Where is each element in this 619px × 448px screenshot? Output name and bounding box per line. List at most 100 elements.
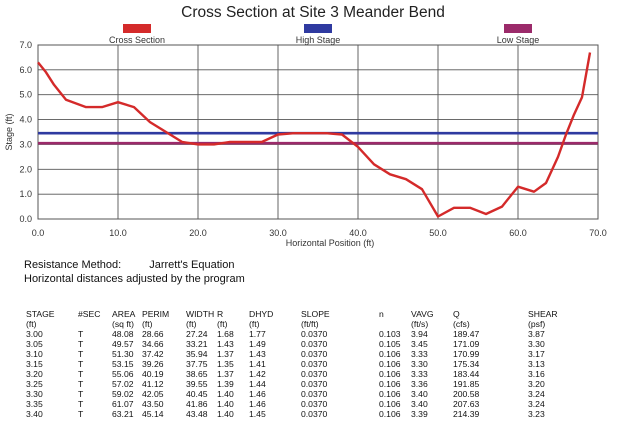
cell-r: 1.43 <box>217 339 234 349</box>
cell-sec: T <box>78 369 84 379</box>
cell-width: 37.75 <box>186 359 208 369</box>
header-slope: SLOPE <box>301 309 330 319</box>
cell-vavg: 3.94 <box>411 329 428 339</box>
cell-sec: T <box>78 339 84 349</box>
cell-slope: 0.0370 <box>301 339 328 349</box>
cell-perim: 45.14 <box>142 409 164 419</box>
unit-vavg: (ft/s) <box>411 319 429 329</box>
cell-sec: T <box>78 379 84 389</box>
cell-perim: 39.26 <box>142 359 164 369</box>
cell-area: 48.08 <box>112 329 134 339</box>
cell-sec: T <box>78 349 84 359</box>
y-tick-label: 4.0 <box>19 115 32 125</box>
table-units-row: (ft) (sq ft) (ft) (ft) (ft) (ft) (ft/ft)… <box>26 319 568 329</box>
cell-shear: 3.16 <box>528 369 545 379</box>
cell-dhyd: 1.43 <box>249 349 266 359</box>
resistance-method-label: Resistance Method: <box>24 259 122 271</box>
unit-sec <box>78 319 112 329</box>
cell-q: 200.58 <box>453 389 480 399</box>
unit-q: (cfs) <box>453 319 470 329</box>
unit-r: (ft) <box>217 319 228 329</box>
cell-slope: 0.0370 <box>301 359 328 369</box>
header-area: AREA <box>112 309 136 319</box>
cell-slope: 0.0370 <box>301 379 328 389</box>
legend-label: Low Stage <box>497 35 540 45</box>
cell-shear: 3.24 <box>528 389 545 399</box>
legend-swatch <box>304 24 332 33</box>
cell-dhyd: 1.49 <box>249 339 266 349</box>
cell-q: 170.99 <box>453 349 480 359</box>
header-r: R <box>217 309 224 319</box>
x-tick-label: 30.0 <box>269 228 287 238</box>
unit-slope: (ft/ft) <box>301 319 319 329</box>
cell-stage: 3.00 <box>26 329 43 339</box>
cell-n: 0.106 <box>379 409 401 419</box>
cell-n: 0.106 <box>379 359 401 369</box>
table-row: 3.20 T 55.06 40.19 38.65 1.37 1.42 0.0370 0.106 3… <box>26 369 568 379</box>
y-tick-label: 2.0 <box>19 164 32 174</box>
cell-vavg: 3.40 <box>411 389 428 399</box>
cell-perim: 34.66 <box>142 339 164 349</box>
table-row: 3.35 T 61.07 43.50 41.86 1.40 1.46 0.0370 0.106 3… <box>26 399 568 409</box>
table-header-row: STAGE #SEC AREA PERIM WIDTH R DHYD SLOPE… <box>26 309 568 319</box>
adjusted-distances-note: Horizontal distances adjusted by the pro… <box>24 273 245 285</box>
cell-n: 0.106 <box>379 389 401 399</box>
cell-q: 183.44 <box>453 369 480 379</box>
legend-swatch <box>504 24 532 33</box>
chart-title: Cross Section at Site 3 Meander Bend <box>181 4 445 21</box>
header-perim: PERIM <box>142 309 170 319</box>
cell-shear: 3.24 <box>528 399 545 409</box>
series-cross-section <box>37 52 592 218</box>
cell-n: 0.105 <box>379 339 401 349</box>
cell-area: 53.15 <box>112 359 134 369</box>
cell-r: 1.37 <box>217 369 234 379</box>
cell-stage: 3.30 <box>26 389 43 399</box>
cell-n: 0.106 <box>379 399 401 409</box>
x-tick-label: 60.0 <box>509 228 527 238</box>
x-tick-label: 10.0 <box>109 228 127 238</box>
unit-area: (sq ft) <box>112 319 134 329</box>
x-tick-label: 40.0 <box>349 228 367 238</box>
header-stage: STAGE <box>26 309 55 319</box>
cell-slope: 0.0370 <box>301 349 328 359</box>
cell-slope: 0.0370 <box>301 399 328 409</box>
x-tick-label: 50.0 <box>429 228 447 238</box>
cell-r: 1.37 <box>217 349 234 359</box>
cell-slope: 0.0370 <box>301 329 328 339</box>
tick-labels: 0.0 1.0 2.0 3.0 4.0 5.0 6.0 7.0 0.0 10.0 20.0 30.0 4… <box>19 40 606 238</box>
header-vavg: VAVG <box>411 309 434 319</box>
unit-dhyd: (ft) <box>249 319 260 329</box>
header-dhyd: DHYD <box>249 309 274 319</box>
cell-perim: 41.12 <box>142 379 164 389</box>
cell-stage: 3.15 <box>26 359 43 369</box>
cell-stage: 3.10 <box>26 349 43 359</box>
cell-slope: 0.0370 <box>301 369 328 379</box>
cell-vavg: 3.40 <box>411 399 428 409</box>
cell-n: 0.103 <box>379 329 401 339</box>
table-row: 3.40 T 63.21 45.14 43.48 1.40 1.45 0.0370 0.106 3… <box>26 409 568 419</box>
cell-stage: 3.35 <box>26 399 43 409</box>
cell-width: 40.45 <box>186 389 208 399</box>
cell-vavg: 3.33 <box>411 349 428 359</box>
y-tick-label: 3.0 <box>19 139 32 149</box>
legend-swatch <box>123 24 151 33</box>
header-q: Q <box>453 309 460 319</box>
cell-perim: 42.05 <box>142 389 164 399</box>
cell-dhyd: 1.42 <box>249 369 266 379</box>
series-layer <box>37 52 598 218</box>
header-sec: #SEC <box>78 309 101 319</box>
cell-vavg: 3.36 <box>411 379 428 389</box>
cell-perim: 28.66 <box>142 329 164 339</box>
x-tick-label: 70.0 <box>589 228 607 238</box>
cell-area: 55.06 <box>112 369 134 379</box>
cell-width: 27.24 <box>186 329 208 339</box>
cross-section-chart: Cross Section at Site 3 Meander Bend Cro… <box>4 4 607 248</box>
unit-shear: (psf) <box>528 319 546 329</box>
cell-dhyd: 1.44 <box>249 379 266 389</box>
cell-n: 0.106 <box>379 379 401 389</box>
cell-area: 57.02 <box>112 379 134 389</box>
legend-label: Cross Section <box>109 35 165 45</box>
cell-shear: 3.17 <box>528 349 545 359</box>
cell-r: 1.40 <box>217 409 234 419</box>
cell-vavg: 3.45 <box>411 339 428 349</box>
